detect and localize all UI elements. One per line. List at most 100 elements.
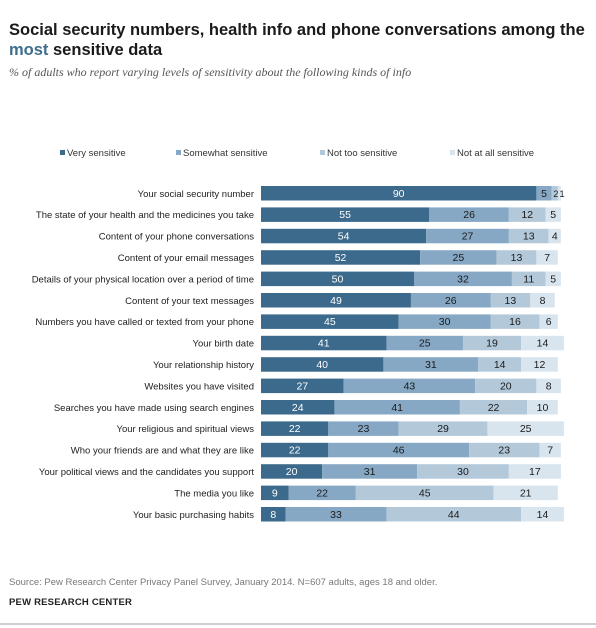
data-label-not-at-all-sensitive: 4 <box>552 231 558 243</box>
chart-row: Websites you have visited 27 43 20 8 <box>144 378 561 394</box>
bar-segment-somewhat-sensitive <box>288 485 356 501</box>
data-label-not-at-all-sensitive: 21 <box>520 487 532 499</box>
data-label-not-too-sensitive: 23 <box>498 445 510 457</box>
data-label-very-sensitive: 40 <box>316 359 328 371</box>
bar-segment-not-at-all-sensitive <box>527 400 558 415</box>
bar-segment-not-at-all-sensitive <box>536 250 558 265</box>
data-label-very-sensitive: 49 <box>330 295 342 307</box>
bar-segment-somewhat-sensitive <box>334 400 460 415</box>
data-label-not-at-all-sensitive: 7 <box>547 445 553 457</box>
source-note: Source: Pew Research Center Privacy Pane… <box>9 577 438 588</box>
bar-segment-not-too-sensitive <box>459 400 528 415</box>
category-label: Your birth date <box>193 339 254 350</box>
bar-segment-somewhat-sensitive <box>386 335 463 351</box>
bar-segment-somewhat-sensitive <box>414 271 512 287</box>
data-label-very-sensitive: 22 <box>289 445 301 457</box>
bar-segment-very-sensitive <box>261 207 430 222</box>
chart-row: Your birth date 41 25 19 14 <box>193 335 564 351</box>
bar-segment-not-too-sensitive <box>508 228 549 244</box>
data-label-very-sensitive: 54 <box>338 231 350 243</box>
bar-segment-somewhat-sensitive <box>410 293 491 308</box>
data-label-very-sensitive: 45 <box>324 316 336 328</box>
bar-segment-not-at-all-sensitive <box>493 485 558 501</box>
data-label-very-sensitive: 24 <box>292 402 304 414</box>
category-label: Numbers you have called or texted from y… <box>35 317 254 328</box>
bar-segment-very-sensitive <box>261 186 537 201</box>
category-label: Your religious and spiritual views <box>117 424 255 435</box>
bar-segment-somewhat-sensitive <box>322 464 418 479</box>
stacked-bar-chart: Very sensitive Somewhat sensitive Not too … <box>32 148 565 522</box>
bar-segment-somewhat-sensitive <box>398 314 491 329</box>
bar-segment-very-sensitive <box>261 250 421 265</box>
data-label-very-sensitive: 90 <box>393 188 405 200</box>
legend-label-not-too-sensitive: Not too sensitive <box>327 148 397 159</box>
bar-segment-not-at-all-sensitive <box>545 271 561 287</box>
category-label: Your basic purchasing habits <box>133 510 254 521</box>
data-label-not-at-all-sensitive: 8 <box>546 380 552 392</box>
category-label: Details of your physical location over a… <box>32 274 254 285</box>
legend-swatch-somewhat-sensitive <box>176 150 181 155</box>
category-label: Who your friends are and what they are l… <box>71 446 254 457</box>
data-label-not-too-sensitive: 45 <box>419 487 431 499</box>
data-label-very-sensitive: 22 <box>289 423 301 435</box>
legend-label-very-sensitive: Very sensitive <box>67 148 126 159</box>
data-label-somewhat-sensitive: 30 <box>439 316 451 328</box>
data-label-not-too-sensitive: 44 <box>448 509 460 521</box>
data-label-not-too-sensitive: 13 <box>523 231 535 243</box>
category-label: Your relationship history <box>153 360 254 371</box>
chart-row: Content of your email messages 52 25 13 7 <box>118 250 558 265</box>
org-credit: PEW RESEARCH CENTER <box>9 597 133 608</box>
bar-segment-somewhat-sensitive <box>328 442 470 458</box>
legend-swatch-not-too-sensitive <box>320 150 325 155</box>
data-label-not-too-sensitive: 16 <box>509 316 521 328</box>
category-label: Your social security number <box>138 189 254 200</box>
data-label-somewhat-sensitive: 33 <box>330 509 342 521</box>
chart-row: Your religious and spiritual views 22 23 29… <box>117 421 564 436</box>
bar-segment-not-at-all-sensitive <box>539 442 561 458</box>
data-label-somewhat-sensitive: 26 <box>445 295 457 307</box>
bar-segment-not-at-all-sensitive <box>521 507 564 522</box>
bar-segment-not-at-all-sensitive <box>539 314 558 329</box>
data-label-not-at-all-sensitive: 5 <box>550 273 556 285</box>
bar-segment-not-at-all-sensitive <box>530 293 555 308</box>
chart-row: Who your friends are and what they are l… <box>71 442 561 458</box>
chart-row: Details of your physical location over a… <box>32 271 561 287</box>
bar-segment-not-too-sensitive <box>386 507 522 522</box>
data-label-very-sensitive: 55 <box>339 209 351 221</box>
data-label-not-at-all-sensitive: 8 <box>540 295 546 307</box>
data-label-somewhat-sensitive: 31 <box>364 466 376 478</box>
legend: Very sensitive Somewhat sensitive Not too … <box>60 148 534 159</box>
data-label-somewhat-sensitive: 22 <box>316 487 328 499</box>
data-label-not-too-sensitive: 14 <box>494 359 506 371</box>
bar-segment-not-at-all-sensitive <box>521 357 558 372</box>
data-label-somewhat-sensitive: 46 <box>393 445 405 457</box>
bar-segment-not-too-sensitive <box>398 421 488 436</box>
data-label-very-sensitive: 8 <box>270 509 276 521</box>
data-label-very-sensitive: 9 <box>272 487 278 499</box>
bar-segment-somewhat-sensitive <box>420 250 497 265</box>
bar-segment-somewhat-sensitive <box>343 378 476 394</box>
bar-segment-very-sensitive <box>261 357 384 372</box>
bar-segment-very-sensitive <box>261 507 286 522</box>
bar-segment-not-at-all-sensitive <box>548 228 561 244</box>
category-label: Content of your phone conversations <box>99 232 255 243</box>
bar-segment-very-sensitive <box>261 421 329 436</box>
title-text: Social security numbers, health info and… <box>9 21 585 39</box>
data-label-very-sensitive: 41 <box>318 338 330 350</box>
data-label-very-sensitive: 52 <box>335 252 347 264</box>
bar-segment-somewhat-sensitive <box>328 421 399 436</box>
data-label-very-sensitive: 27 <box>296 380 308 392</box>
data-label-not-too-sensitive: 22 <box>488 402 500 414</box>
legend-label-not-at-all-sensitive: Not at all sensitive <box>457 148 534 159</box>
bar-segment-very-sensitive <box>261 464 323 479</box>
data-label-somewhat-sensitive: 25 <box>453 252 465 264</box>
category-label: The media you like <box>174 488 254 499</box>
data-label-not-too-sensitive: 20 <box>500 380 512 392</box>
bar-segment-not-too-sensitive <box>355 485 494 501</box>
chart-title: Social security numbers, health info and… <box>9 20 589 60</box>
data-label-not-at-all-sensitive: 6 <box>546 316 552 328</box>
data-label-somewhat-sensitive: 31 <box>425 359 437 371</box>
data-label-not-at-all-sensitive: 12 <box>534 359 546 371</box>
data-label-not-at-all-sensitive: 25 <box>520 423 532 435</box>
data-label-somewhat-sensitive: 23 <box>358 423 370 435</box>
